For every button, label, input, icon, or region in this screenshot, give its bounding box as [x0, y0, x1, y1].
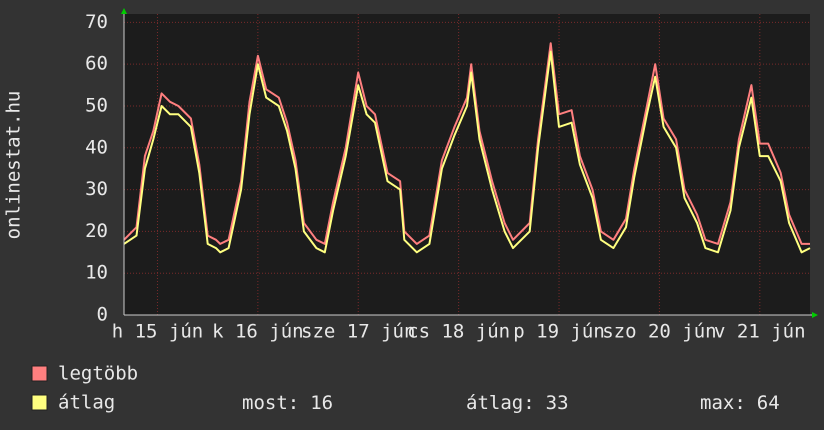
plot-area	[124, 14, 810, 315]
legend-swatch	[31, 365, 48, 382]
x-tick-label: szo 20 jún	[602, 321, 716, 343]
x-tick-label: k 16 jún	[212, 321, 304, 343]
legend: legtöbb átlag most: 16 átlag: 33 max: 64	[31, 363, 780, 414]
y-axis-label: onlinestat.hu	[3, 91, 25, 240]
stat-value: 64	[757, 392, 780, 414]
y-tick-label: 50	[85, 94, 108, 116]
y-tick-label: 40	[85, 136, 108, 158]
legend-label: átlag	[58, 392, 115, 414]
series-line	[123, 50, 811, 254]
y-tick-label: 30	[85, 178, 108, 200]
y-arrow	[121, 8, 127, 14]
y-tick-label: 60	[85, 53, 108, 75]
x-tick-label: h 15 jún	[112, 321, 204, 343]
y-tick-label: 0	[97, 304, 108, 326]
y-tick-label: 20	[85, 220, 108, 242]
x-arrow	[812, 312, 818, 318]
stat: max: 64	[700, 392, 780, 414]
stat-label: most:	[242, 392, 299, 414]
series-line	[123, 42, 810, 245]
stat-label: átlag:	[466, 392, 535, 414]
x-tick-label: sze 17 jún	[301, 321, 415, 343]
stat: átlag: 33	[466, 392, 569, 414]
stat: most: 16	[242, 392, 333, 414]
legend-label: legtöbb	[58, 363, 138, 385]
x-tick-label: v 21 jún	[714, 321, 806, 343]
stat-value: 33	[546, 392, 569, 414]
y-tick-label: 70	[85, 11, 108, 33]
x-tick-label: p 19 jún	[513, 321, 605, 343]
stat-label: max:	[700, 392, 746, 414]
y-tick-label: 10	[85, 262, 108, 284]
x-tick-label: cs 18 jún	[407, 321, 510, 343]
lines	[123, 42, 811, 254]
legend-swatch	[31, 394, 48, 411]
stat-value: 16	[310, 392, 333, 414]
